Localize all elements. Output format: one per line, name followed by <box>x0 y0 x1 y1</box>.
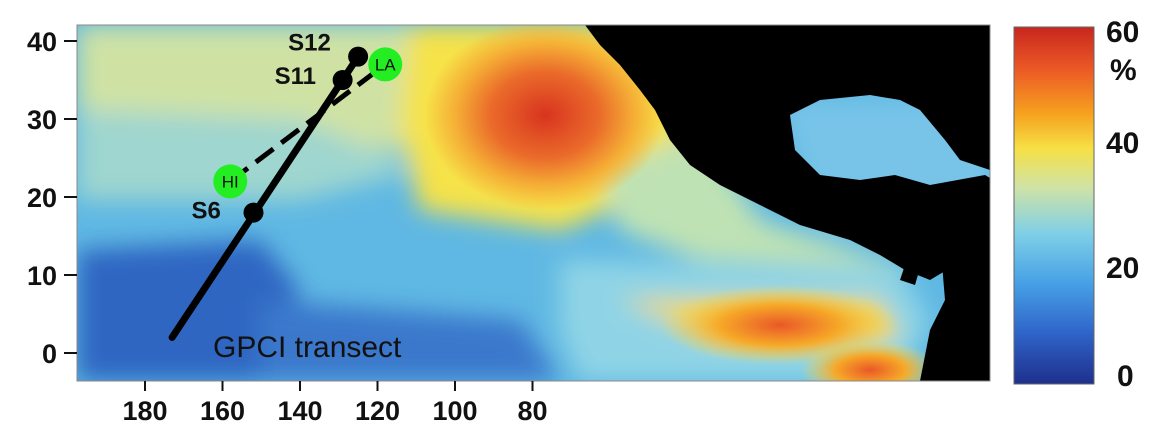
marker-la-label: LA <box>375 55 396 74</box>
site-s12-label: S12 <box>288 30 331 57</box>
lat-tick-label: 0 <box>42 339 57 369</box>
markers-layer: HI LA <box>213 47 403 199</box>
site-s6-label: S6 <box>192 198 221 225</box>
site-s12-dot <box>348 46 369 67</box>
longitude-axis: 180 160 140 120 100 80 <box>122 381 548 425</box>
hawaii-la-dashed-line <box>228 62 387 184</box>
colorbar-label-20: 20 <box>1106 252 1139 285</box>
lon-tick-label: 100 <box>432 396 477 425</box>
colorbar-label-0: 0 <box>1117 360 1134 393</box>
colorbar-unit: % <box>1110 54 1137 87</box>
lon-tick-label: 160 <box>200 396 245 425</box>
lat-tick-label: 40 <box>27 27 57 57</box>
colorbar-label-40: 40 <box>1106 127 1139 160</box>
lat-tick-label: 20 <box>27 183 57 213</box>
sites-layer: S12 S11 S6 <box>192 30 369 225</box>
colorbar <box>1013 26 1095 385</box>
lon-tick-label: 120 <box>355 396 400 425</box>
latitude-axis: 40 30 20 10 0 <box>27 27 77 369</box>
lat-tick-label: 30 <box>27 105 57 135</box>
marker-la <box>368 47 403 82</box>
lon-tick-label: 80 <box>517 396 547 425</box>
site-s11-dot <box>332 70 353 90</box>
lon-tick-label: 140 <box>277 396 322 425</box>
marker-hi-label: HI <box>222 172 239 191</box>
site-s6-dot <box>243 202 264 223</box>
land-mass <box>585 25 990 280</box>
lon-tick-label: 180 <box>122 396 167 425</box>
colorbar-label-60: 60 <box>1106 16 1139 49</box>
marker-hi <box>213 164 248 199</box>
site-s11-label: S11 <box>275 63 316 90</box>
gpci-transect-line <box>168 53 362 341</box>
lat-tick-label: 10 <box>27 261 57 291</box>
map-field <box>77 25 990 381</box>
transect-label: GPCI transect <box>213 331 402 364</box>
